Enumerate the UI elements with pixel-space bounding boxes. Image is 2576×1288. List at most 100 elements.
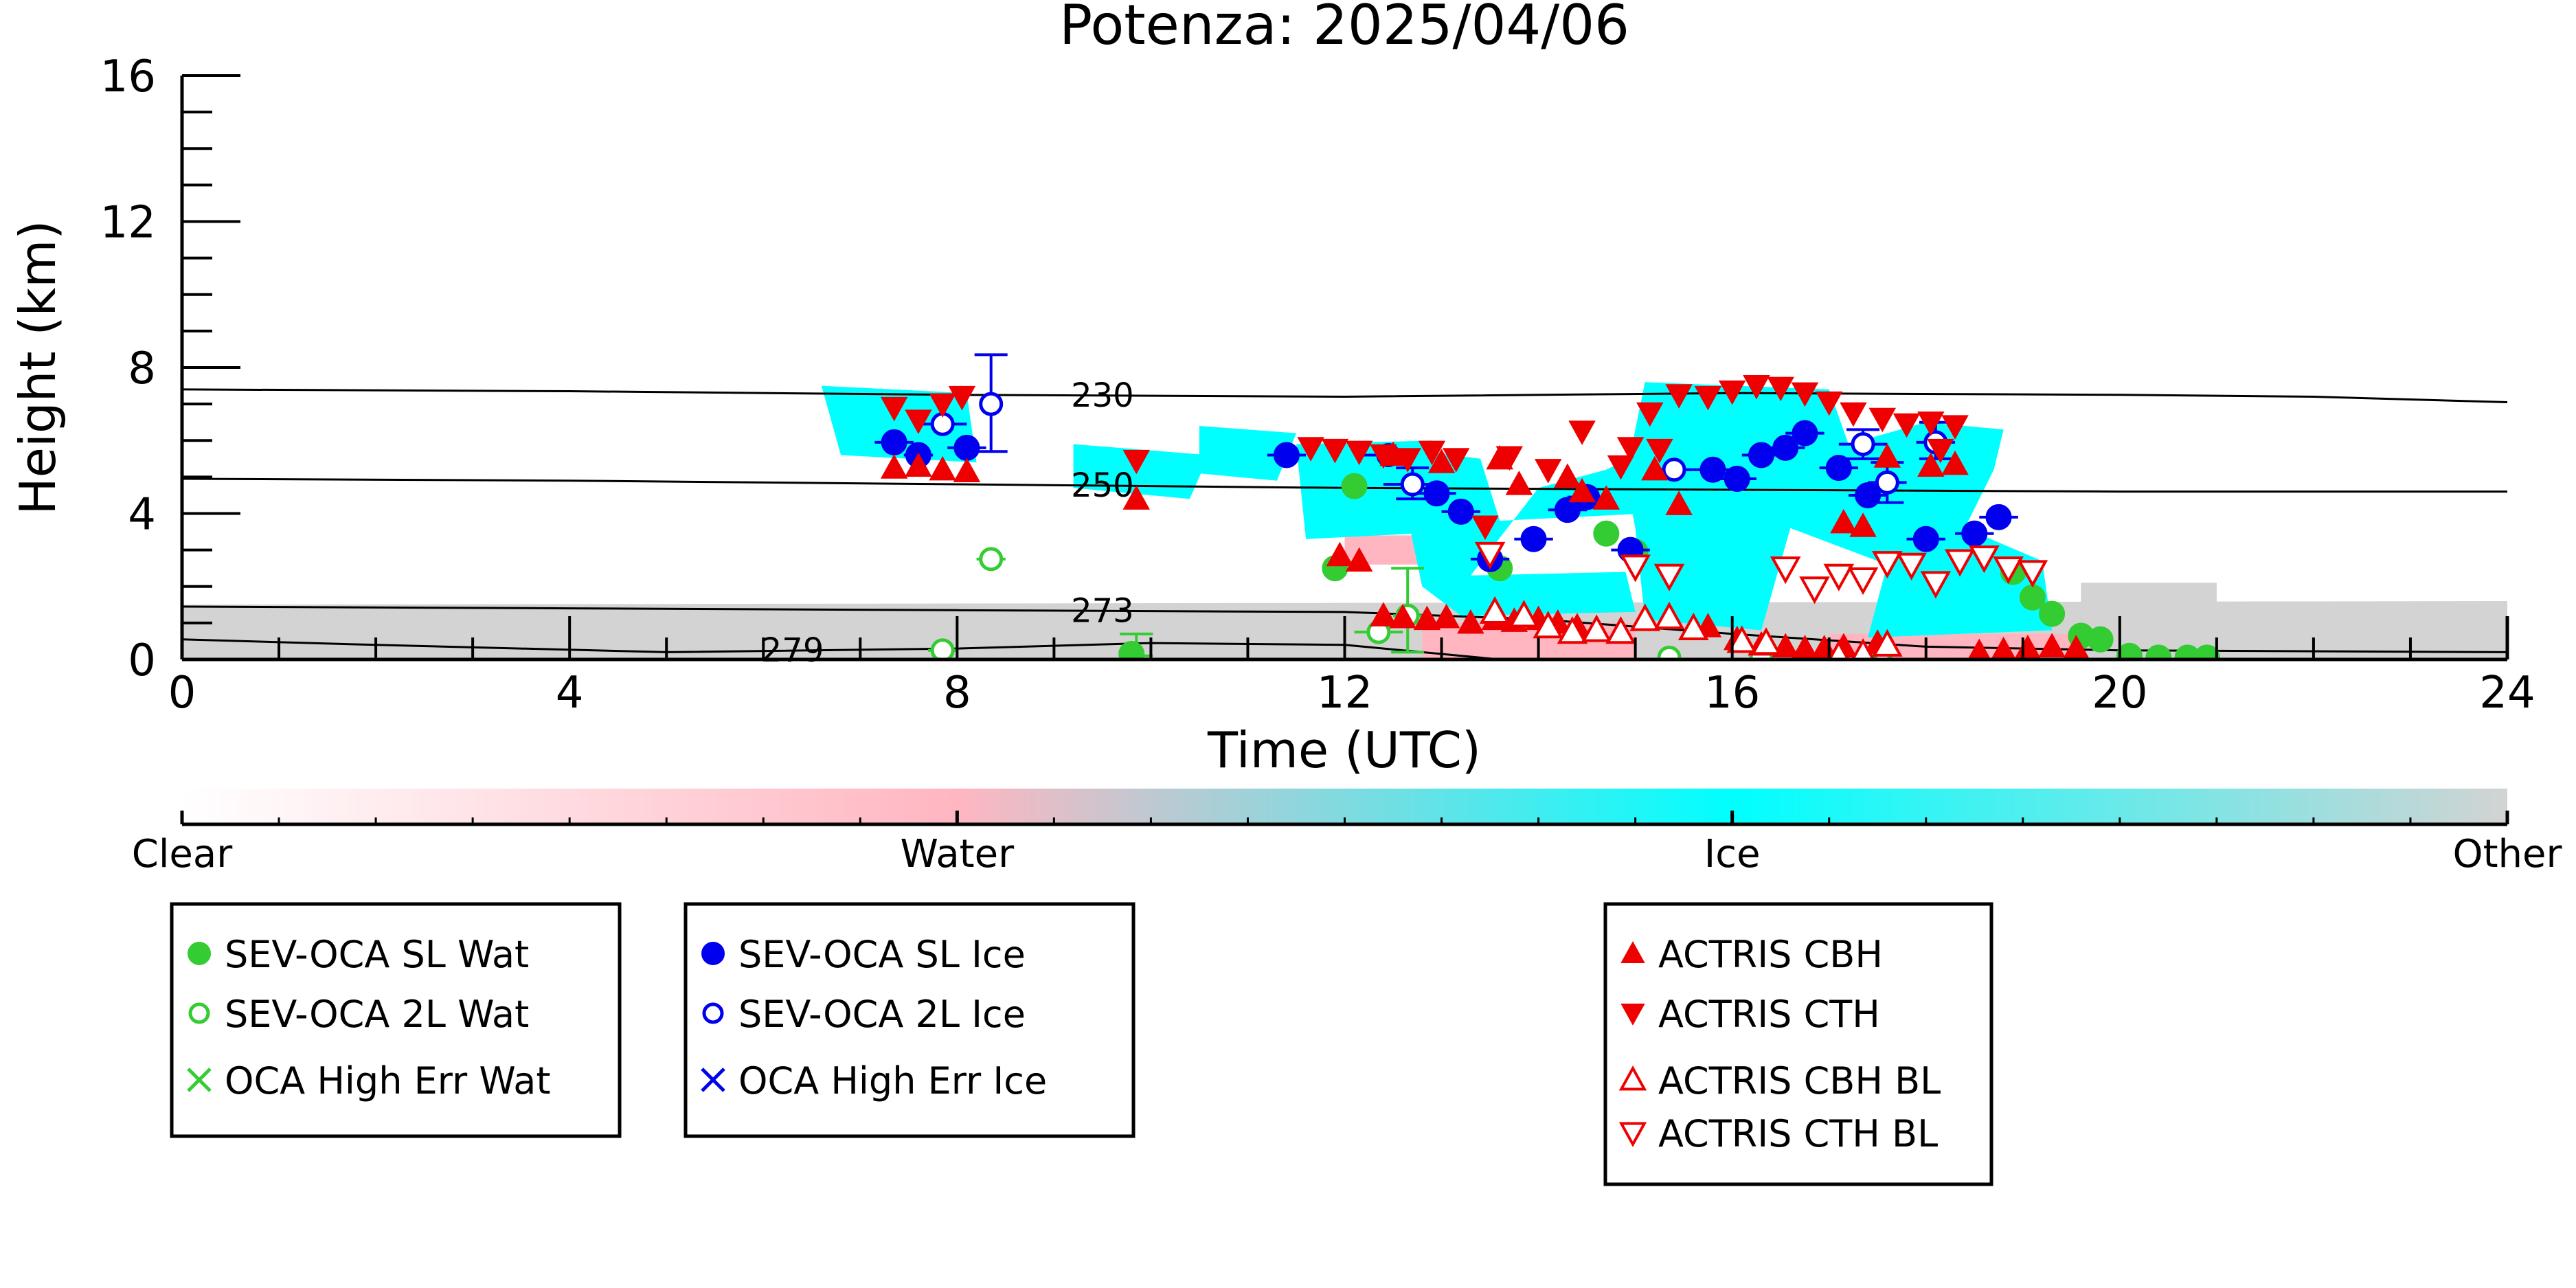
data-point-actris-cbh — [929, 455, 956, 481]
data-point-actris-cbh — [1641, 455, 1669, 481]
data-point-actris-cbh-bl — [1726, 625, 1758, 653]
data-point-actris-cth — [1665, 384, 1693, 409]
data-point-actris-cth — [1321, 438, 1349, 464]
data-point-actris-cbh-bl — [1509, 600, 1539, 628]
data-point-actris-cbh — [1457, 609, 1484, 634]
data-point-actris-cth-bl — [1474, 541, 1506, 569]
data-point-sev-oca-sl-ice — [1912, 526, 1939, 552]
data-point-actris-cth-bl — [1823, 563, 1855, 591]
data-point-actris-cth-bl — [1872, 551, 1903, 579]
y-tick-label: 12 — [100, 198, 156, 249]
legend-label-actris-cbh: ACTRIS CBH — [1658, 933, 1883, 976]
data-point-sev-oca-sl-ice — [1772, 434, 1799, 461]
legend-label-oca-high-err-wat: OCA High Err Wat — [225, 1059, 551, 1103]
data-point-actris-cbh — [1873, 443, 1901, 468]
data-point-actris-cbh — [1592, 485, 1620, 510]
data-point-actris-cth — [1636, 402, 1664, 427]
colorbar-ticks: Clear Water Ice Other — [132, 811, 2562, 877]
data-point-sev-oca-2l-wat — [979, 547, 1004, 572]
data-point-actris-cbh — [1917, 452, 1945, 477]
data-point-actris-cbh — [1427, 449, 1456, 473]
legend-label-actris-cth-bl: ACTRIS CTH BL — [1658, 1112, 1938, 1155]
data-point-actris-cth — [1370, 444, 1397, 469]
data-point-sev-oca-sl-ice — [1699, 456, 1726, 483]
data-point-actris-cbh-bl — [1851, 638, 1875, 659]
data-point-sev-oca-sl-ice — [1748, 442, 1774, 468]
data-point-sev-oca-sl-ice — [1724, 466, 1750, 493]
data-point-actris-cth — [1297, 437, 1324, 462]
legend-label-sev-oca-2l-wat: SEV-OCA 2L Wat — [225, 993, 529, 1036]
data-point-actris-cbh-bl — [1828, 640, 1850, 659]
data-point-actris-cth-bl — [1993, 556, 2024, 585]
colorbar-label-other: Other — [2452, 832, 2562, 877]
series-sev-oca-sl-ice — [874, 420, 2018, 572]
x-tick-label: 0 — [168, 668, 196, 719]
data-point-actris-cbh — [1432, 603, 1460, 629]
data-point-actris-cbh — [953, 457, 981, 483]
isotherm-label-279: 279 — [761, 631, 824, 670]
data-point-actris-cbh — [1505, 471, 1533, 495]
colorbar: Clear Water Ice Other — [132, 789, 2562, 877]
legend-frame — [683, 902, 1136, 1138]
colorbar-label-clear: Clear — [132, 832, 233, 877]
data-point-actris-cth-bl — [1620, 554, 1651, 583]
data-point-actris-cth — [880, 396, 908, 422]
data-point-actris-cbh — [1122, 485, 1151, 510]
data-point-actris-cth — [1868, 407, 1897, 433]
legend-frame — [1603, 902, 1993, 1186]
data-point-actris-cth-bl — [1770, 556, 1801, 585]
data-point-actris-cbh-bl — [1557, 616, 1588, 644]
data-point-actris-cth — [1718, 380, 1746, 405]
x-tick-label: 20 — [2092, 668, 2147, 719]
legend-marker-sev-oca-2l-ice — [702, 1002, 724, 1024]
data-point-sev-oca-sl-ice — [1520, 526, 1547, 552]
mask-other-region — [2081, 583, 2217, 659]
data-point-actris-cbh — [1991, 636, 2017, 659]
data-point-actris-cbh — [1345, 547, 1373, 572]
data-point-sev-oca-sl-wat — [2116, 642, 2143, 659]
series-actris-cth — [880, 374, 1969, 541]
y-axis-label: Height (km) — [9, 221, 67, 515]
data-point-actris-cth — [1345, 440, 1373, 466]
data-point-actris-cbh-bl — [1677, 612, 1709, 640]
data-point-actris-cbh-bl — [1533, 611, 1563, 639]
legend-marker-actris-cbh — [1620, 941, 1645, 963]
data-point-sev-oca-sl-ice — [1825, 455, 1852, 482]
data-point-sev-oca-2l-ice — [1875, 470, 1899, 495]
legend-marker-sev-oca-sl-wat — [188, 942, 211, 965]
isotherm-label-273: 273 — [1071, 591, 1134, 630]
data-point-actris-cbh — [2038, 633, 2066, 658]
data-point-actris-cbh — [1665, 490, 1693, 515]
data-point-actris-cth — [905, 409, 932, 434]
y-tick-label: 0 — [128, 635, 156, 686]
data-point-actris-cbh — [1830, 508, 1857, 534]
legend-marker-actris-cth-bl — [1618, 1122, 1647, 1147]
data-point-sev-oca-sl-ice — [1961, 520, 1988, 547]
mask-ice-region — [1393, 440, 1664, 616]
data-point-sev-oca-2l-ice — [1851, 432, 1875, 457]
isotherm-line-230 — [181, 388, 2508, 403]
series-actris-cbh-bl — [1479, 596, 1903, 659]
data-point-actris-cbh-bl — [1653, 601, 1685, 630]
data-point-actris-cbh — [1849, 512, 1877, 537]
data-point-sev-oca-2l-ice — [979, 392, 1004, 416]
x-tick-label: 4 — [556, 668, 584, 719]
data-point-actris-cbh — [905, 452, 932, 477]
data-point-sev-oca-2l-wat — [1657, 645, 1682, 659]
data-point-actris-cbh — [1568, 477, 1596, 503]
data-point-sev-oca-sl-wat — [1118, 641, 1145, 659]
legend-box-3: ACTRIS CBH ACTRIS CTH ACTRIS CBH BL ACTRIS … — [1603, 902, 1993, 1186]
data-point-actris-cth-bl — [1847, 567, 1879, 596]
series-actris-cth-bl — [1474, 541, 2048, 605]
legend-marker-sev-oca-2l-wat — [188, 1002, 210, 1024]
legend-frame — [170, 902, 622, 1138]
data-point-actris-cbh-bl — [1479, 596, 1511, 624]
data-point-actris-cth — [1941, 415, 1969, 440]
legends: SEV-OCA SL Wat SEV-OCA 2L Wat OCA High Err… — [170, 902, 1993, 1186]
legend-box-2: SEV-OCA SL Ice SEV-OCA 2L Ice OCA High Err… — [683, 902, 1136, 1138]
x-tick-label: 16 — [1704, 668, 1760, 719]
data-point-sev-oca-sl-wat — [1593, 520, 1620, 547]
data-point-actris-cbh — [1413, 605, 1441, 631]
isotherm-label-230: 230 — [1071, 376, 1134, 415]
mask-ice-region — [1199, 426, 1296, 481]
